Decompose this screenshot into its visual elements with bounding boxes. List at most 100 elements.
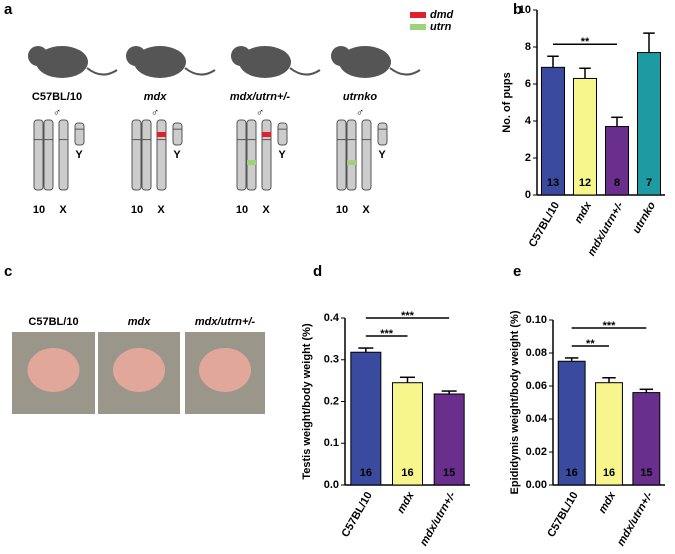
n-label: 16 [603,467,615,479]
significance-label: *** [603,320,617,332]
y-tick-label: 0.00 [526,479,547,491]
dmd-mark [262,132,271,137]
legend-label: utrn [430,21,452,33]
chromosome-label: 10 [131,204,143,216]
chromosome-label: X [262,204,270,216]
chromosome [246,119,257,191]
chromosome [172,122,183,146]
y-axis-label: Testis weight/body weight (%) [301,323,313,480]
mouse-tail [86,67,118,76]
panel-label: e [513,263,521,280]
n-label: 12 [579,177,591,189]
bar [604,126,630,196]
bar [572,77,598,196]
chromosome-label: Y [378,149,386,161]
panel-label: c [4,263,12,280]
utrn-mark [247,160,256,165]
utrn-mark [347,160,356,165]
mouse-head [331,46,351,66]
sex-symbol: ♂ [151,107,159,119]
strain-label: mdx [144,91,168,103]
x-tick-label: C57BL/10 [339,490,374,539]
y-tick-label: 0.06 [526,380,547,392]
y-tick-label: 0.10 [526,314,547,326]
x-tick-label: mdx [596,489,618,515]
panel-label: a [4,1,13,18]
chromosome [336,119,347,191]
significance-label: ** [586,338,595,350]
y-tick-label: 0.0 [324,479,339,491]
n-label: 8 [614,177,620,189]
x-tick-label: utrnko [631,200,659,236]
mouse-head [231,46,251,66]
sex-symbol: ♂ [53,107,61,119]
chromosome-label: 10 [33,204,45,216]
chromosome-label: X [59,204,67,216]
bar [595,382,623,486]
y-tick-label: 0 [525,189,531,201]
chromosome-label: X [362,204,370,216]
bar [540,66,566,196]
n-label: 16 [360,467,372,479]
testis [27,348,80,392]
chromosome [141,119,152,191]
bar [557,360,586,486]
photo-label: C57BL/10 [28,316,78,328]
bar [636,52,662,196]
legend-swatch [410,12,426,18]
y-tick-label: 4 [525,115,532,127]
y-tick-label: 0.3 [324,354,339,366]
chromosome-label: Y [75,149,83,161]
chromosome [377,122,388,146]
n-label: 16 [566,467,578,479]
panel-label: d [313,263,322,280]
y-tick-label: 0.02 [526,446,547,458]
strain-label: mdx/utrn+/- [230,91,291,103]
mouse-head [28,46,48,66]
chromosome-label: 10 [236,204,248,216]
significance-label: *** [401,310,415,322]
sex-symbol: ♂ [256,107,264,119]
y-tick-label: 0.08 [526,347,547,359]
chromosome [58,119,69,191]
chromosome [236,119,247,191]
mouse [239,46,291,78]
chromosome [156,119,167,191]
n-label: 15 [443,467,455,479]
x-tick-label: mdx/utrn+/- [615,490,656,548]
y-tick-label: 10 [519,4,531,16]
strain-label: C57BL/10 [32,91,82,103]
chromosome [33,119,44,191]
x-tick-label: C57BL/10 [545,490,580,539]
n-label: 16 [401,467,413,479]
bar [350,351,382,486]
mouse [339,46,391,78]
y-tick-label: 0.2 [324,395,339,407]
bar [433,393,465,486]
x-tick-label: mdx [572,199,594,225]
chromosome [131,119,142,191]
chromosome [277,122,288,146]
mouse [134,46,186,78]
y-axis-label: Epididymis weight/body weight (%) [509,310,521,494]
mouse-tail [289,67,321,76]
y-tick-label: 0.4 [324,312,340,324]
mouse-head [126,46,146,66]
photo-label: mdx [128,316,152,328]
mouse-tail [184,67,216,76]
x-tick-label: mdx [395,489,417,515]
x-tick-label: C57BL/10 [527,200,562,249]
chromosome [361,119,372,191]
panel-label: b [513,1,522,18]
y-tick-label: 8 [525,41,531,53]
testis [113,348,165,392]
y-tick-label: 0.04 [526,413,548,425]
y-tick-label: 2 [525,152,531,164]
mouse-tail [389,67,421,76]
y-axis-label: No. of pups [501,72,513,133]
chromosome-label: 10 [336,204,348,216]
y-tick-label: 6 [525,78,531,90]
y-tick-label: 0.1 [324,437,339,449]
n-label: 13 [547,177,559,189]
